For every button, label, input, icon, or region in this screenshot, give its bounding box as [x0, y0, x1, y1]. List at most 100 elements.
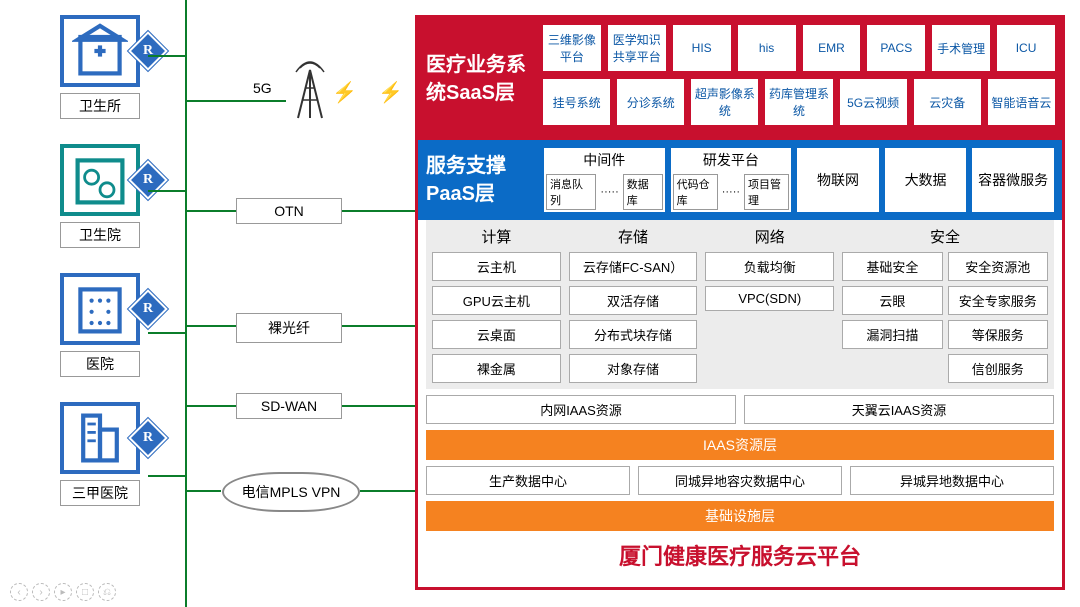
connector	[148, 55, 186, 57]
connector	[148, 332, 186, 334]
node-label: 医院	[60, 351, 140, 377]
connector	[186, 210, 236, 212]
paas-mini: 项目管理	[744, 174, 789, 210]
paas-bigdata: 大数据	[885, 148, 967, 212]
net-otn: OTN	[236, 198, 342, 224]
iaas-cell: 基础安全	[842, 252, 942, 281]
iaas-cell: 云主机	[432, 252, 561, 281]
iaas-grid: 计算 云主机 GPU云主机 云桌面 裸金属 存储 云存储FC-SAN） 双活存储…	[426, 220, 1054, 389]
iaas-cell: 云桌面	[432, 320, 561, 349]
iaas-compute: 计算 云主机 GPU云主机 云桌面 裸金属	[432, 226, 561, 383]
router-badge: R	[128, 289, 168, 329]
network-trunk-line	[185, 0, 187, 607]
bottom-toolbar: ‹ › ▸ □ ⎌	[10, 583, 116, 601]
iaas-split-cell: 天翼云IAAS资源	[744, 395, 1054, 424]
building-gear-icon	[72, 152, 128, 208]
hospital-icon	[72, 281, 128, 337]
paas-mini: 代码仓库	[673, 174, 718, 210]
toolbar-circle[interactable]: ›	[32, 583, 50, 601]
iaas-cell: 安全资源池	[948, 252, 1048, 281]
saas-cell: 5G云视频	[839, 78, 908, 126]
router-badge: R	[128, 31, 168, 71]
connector	[148, 475, 186, 477]
iaas-cell: 对象存储	[569, 354, 698, 383]
iaas-resource-split: 内网IAAS资源 天翼云IAAS资源	[426, 395, 1054, 424]
net-fiber: 裸光纤	[236, 313, 342, 343]
left-facilities-column: R 卫生所 R 卫生院 R 医院 R 三甲医院	[20, 15, 180, 531]
saas-cell: 分诊系统	[616, 78, 685, 126]
connector	[340, 210, 415, 212]
node-label: 三甲医院	[60, 480, 140, 506]
iaas-cell: VPC(SDN)	[705, 286, 834, 311]
toolbar-circle[interactable]: ‹	[10, 583, 28, 601]
saas-cell: his	[737, 24, 797, 72]
bolt-icon: ⚡	[332, 80, 357, 105]
dc-cell: 生产数据中心	[426, 466, 630, 495]
paas-col-header: 研发平台	[703, 150, 759, 170]
building-icon	[72, 23, 128, 79]
iaas-bar: IAAS资源层	[426, 430, 1054, 460]
iaas-cell: 裸金属	[432, 354, 561, 383]
connector	[360, 490, 415, 492]
iaas-header: 安全	[842, 226, 1048, 247]
iaas-network: 网络 负载均衡 VPC(SDN)	[705, 226, 834, 383]
paas-devplatform: 研发平台 代码仓库·····项目管理	[671, 148, 792, 212]
connector	[186, 100, 286, 102]
paas-title: 服务支撑PaaS层	[418, 140, 536, 220]
cloud-platform: 医疗业务系统SaaS层 三维影像平台 医学知识共享平台 HIS his EMR …	[415, 15, 1065, 590]
saas-cell: 药库管理系统	[764, 78, 833, 126]
saas-row2: 挂号系统 分诊系统 超声影像系统 药库管理系统 5G云视频 云灾备 智能语音云	[542, 78, 1056, 126]
connector	[186, 325, 236, 327]
connector	[186, 490, 221, 492]
iaas-cell: 双活存储	[569, 286, 698, 315]
node-hospital: R 医院	[20, 273, 180, 377]
saas-cell: PACS	[866, 24, 926, 72]
saas-cell: 挂号系统	[542, 78, 611, 126]
antenna-label: 5G	[253, 80, 272, 96]
saas-cell: EMR	[802, 24, 862, 72]
saas-cell: 云灾备	[913, 78, 982, 126]
paas-col-header: 中间件	[583, 150, 625, 170]
paas-mini: 数据库	[623, 174, 663, 210]
iaas-cell: 安全专家服务	[948, 286, 1048, 315]
iaas-cell: 云存储FC-SAN）	[569, 252, 698, 281]
net-cloud-vpn: 电信MPLS VPN	[222, 472, 360, 512]
node-label: 卫生所	[60, 93, 140, 119]
paas-mini: 消息队列	[546, 174, 596, 210]
connector	[340, 325, 415, 327]
node-tertiary: R 三甲医院	[20, 402, 180, 506]
infra-bar: 基础设施层	[426, 501, 1054, 531]
iaas-cell: 信创服务	[948, 354, 1048, 383]
node-label: 卫生院	[60, 222, 140, 248]
saas-cell: ICU	[996, 24, 1056, 72]
router-badge: R	[128, 418, 168, 458]
connector	[340, 405, 415, 407]
iaas-area: 计算 云主机 GPU云主机 云桌面 裸金属 存储 云存储FC-SAN） 双活存储…	[418, 220, 1062, 531]
toolbar-circle[interactable]: ⎌	[98, 583, 116, 601]
paas-iot: 物联网	[797, 148, 879, 212]
paas-container: 容器微服务	[972, 148, 1054, 212]
toolbar-circle[interactable]: □	[76, 583, 94, 601]
iaas-header: 存储	[569, 226, 698, 247]
iaas-cell: 漏洞扫描	[842, 320, 942, 349]
iaas-cell: GPU云主机	[432, 286, 561, 315]
router-badge: R	[128, 160, 168, 200]
bolt-icon: ⚡	[378, 80, 403, 105]
iaas-cell: 云眼	[842, 286, 942, 315]
iaas-storage: 存储 云存储FC-SAN） 双活存储 分布式块存储 对象存储	[569, 226, 698, 383]
saas-cell: 智能语音云	[987, 78, 1056, 126]
saas-cell: 三维影像平台	[542, 24, 602, 72]
saas-title: 医疗业务系统SaaS层	[418, 18, 536, 140]
toolbar-circle[interactable]: ▸	[54, 583, 72, 601]
net-sdwan: SD-WAN	[236, 393, 342, 419]
node-township: R 卫生院	[20, 144, 180, 248]
iaas-header: 网络	[705, 226, 834, 247]
saas-row1: 三维影像平台 医学知识共享平台 HIS his EMR PACS 手术管理 IC…	[542, 24, 1056, 72]
paas-layer: 服务支撑PaaS层 中间件 消息队列·····数据库 研发平台 代码仓库····…	[418, 140, 1062, 220]
paas-middleware: 中间件 消息队列·····数据库	[544, 148, 665, 212]
saas-layer: 医疗业务系统SaaS层 三维影像平台 医学知识共享平台 HIS his EMR …	[418, 18, 1062, 140]
dc-row: 生产数据中心 同城异地容灾数据中心 异城异地数据中心	[426, 466, 1054, 495]
iaas-security: 安全 基础安全 安全资源池 云眼 安全专家服务 漏洞扫描 等保服务 信创服务	[842, 226, 1048, 383]
connector	[148, 190, 186, 192]
dc-cell: 异城异地数据中心	[850, 466, 1054, 495]
